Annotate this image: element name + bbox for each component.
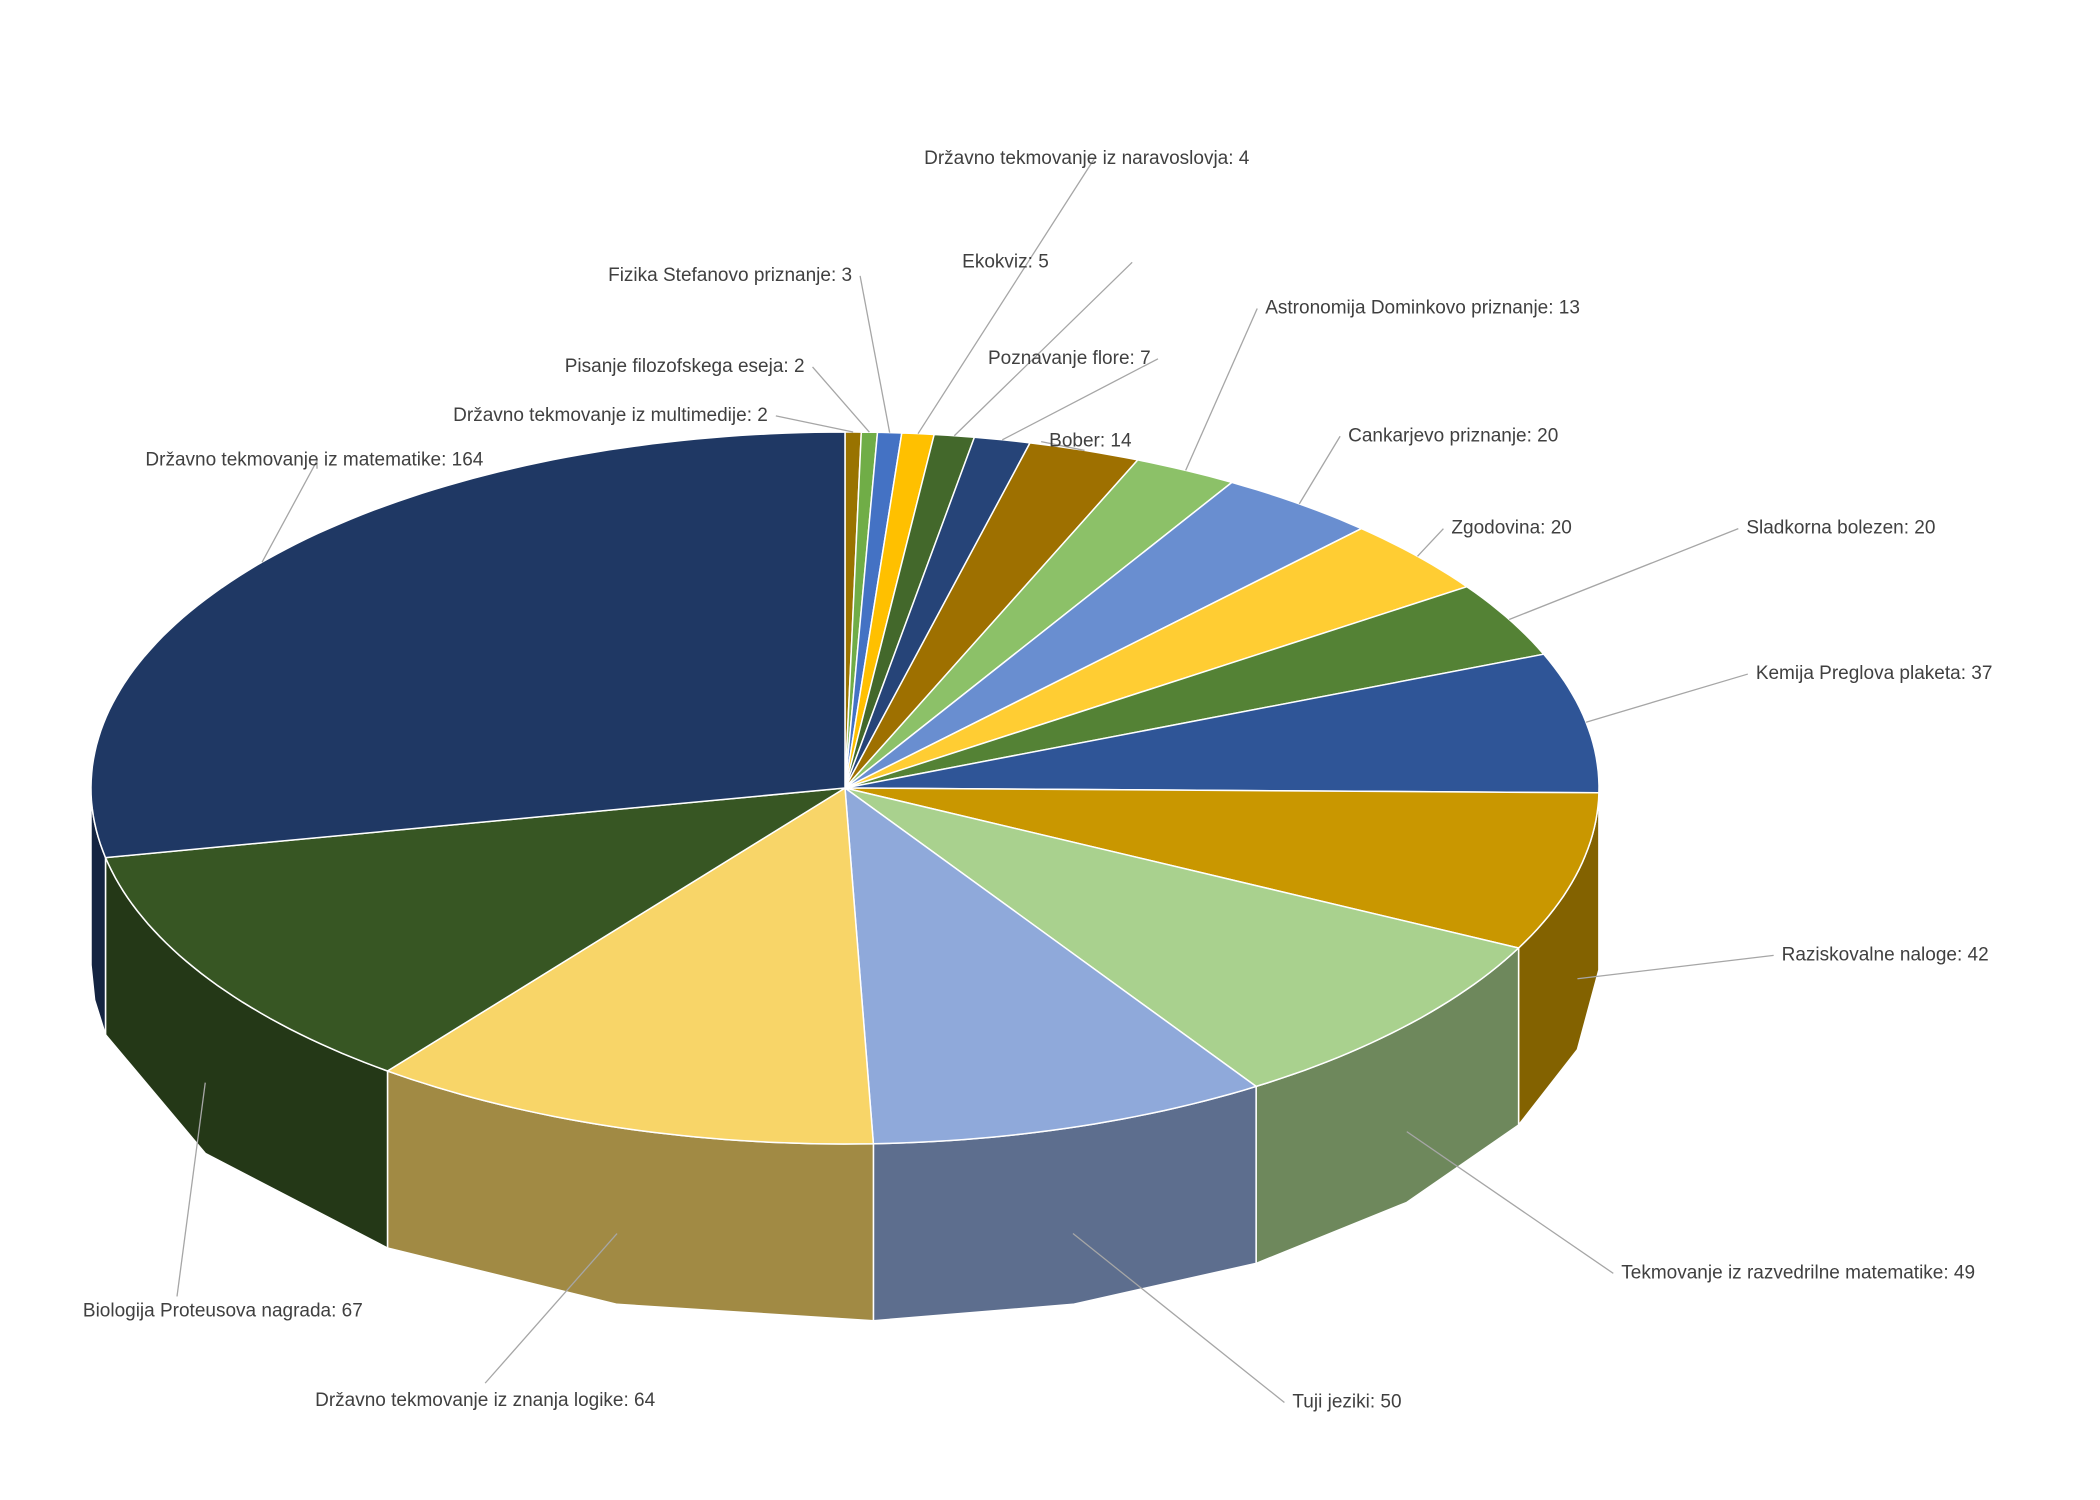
leader-line <box>1298 435 1341 505</box>
leader-line <box>261 460 318 563</box>
data-label: Cankarjevo priznanje: 20 <box>1348 425 1558 446</box>
leader-line <box>953 261 1133 437</box>
leader-line <box>484 1233 618 1384</box>
leader-line <box>812 366 870 433</box>
data-label: Državno tekmovanje iz matematike: 164 <box>145 450 483 471</box>
slice <box>386 787 875 1145</box>
data-label: Astronomija Dominkovo priznanje: 13 <box>1265 298 1580 319</box>
data-label: Raziskovalne naloge: 42 <box>1782 944 1989 965</box>
data-label: Zgodovina: 20 <box>1451 518 1571 539</box>
data-label: Poznavanje flore: 7 <box>988 348 1151 369</box>
data-label: Pisanje filozofskega eseja: 2 <box>565 356 805 377</box>
leader-line <box>1406 1131 1614 1274</box>
slice <box>844 787 1257 1145</box>
slice <box>844 527 1468 789</box>
data-label: Sladkorna bolezen: 20 <box>1746 518 1935 539</box>
leader-line <box>917 158 1095 435</box>
leader-line <box>775 415 854 433</box>
data-label: Biologija Proteusova nagrada: 67 <box>83 1300 363 1321</box>
data-label: Ekokviz: 5 <box>962 251 1049 272</box>
slice <box>844 481 1363 789</box>
data-label: Bober: 14 <box>1049 431 1132 452</box>
data-label: Fizika Stefanovo priznanje: 3 <box>608 265 852 286</box>
data-label: Državno tekmovanje iz multimedije: 2 <box>453 405 768 426</box>
leader-line <box>1001 358 1159 441</box>
leader-line <box>1417 528 1444 557</box>
slice <box>104 787 846 1072</box>
slice <box>844 442 1139 789</box>
leader-line <box>1508 528 1739 621</box>
slice <box>90 431 846 859</box>
leader-line <box>176 1082 206 1297</box>
leader-line <box>1577 954 1774 980</box>
leader-line <box>859 275 891 433</box>
leader-line <box>1585 673 1749 723</box>
data-label: Kemija Preglova plaketa: 37 <box>1756 663 1993 684</box>
slice <box>844 787 1600 949</box>
leader-line <box>1185 308 1258 471</box>
slice <box>844 653 1600 794</box>
slice <box>844 787 1520 1088</box>
leader-line <box>1041 441 1085 452</box>
data-label: Tuji jeziki: 50 <box>1292 1392 1401 1413</box>
data-label: Državno tekmovanje iz znanja logike: 64 <box>315 1390 656 1411</box>
data-label: Državno tekmovanje iz naravoslovja: 4 <box>924 148 1250 169</box>
data-label: Tekmovanje iz razvedrilne matematike: 49 <box>1621 1262 1975 1283</box>
leader-line <box>1072 1233 1285 1403</box>
